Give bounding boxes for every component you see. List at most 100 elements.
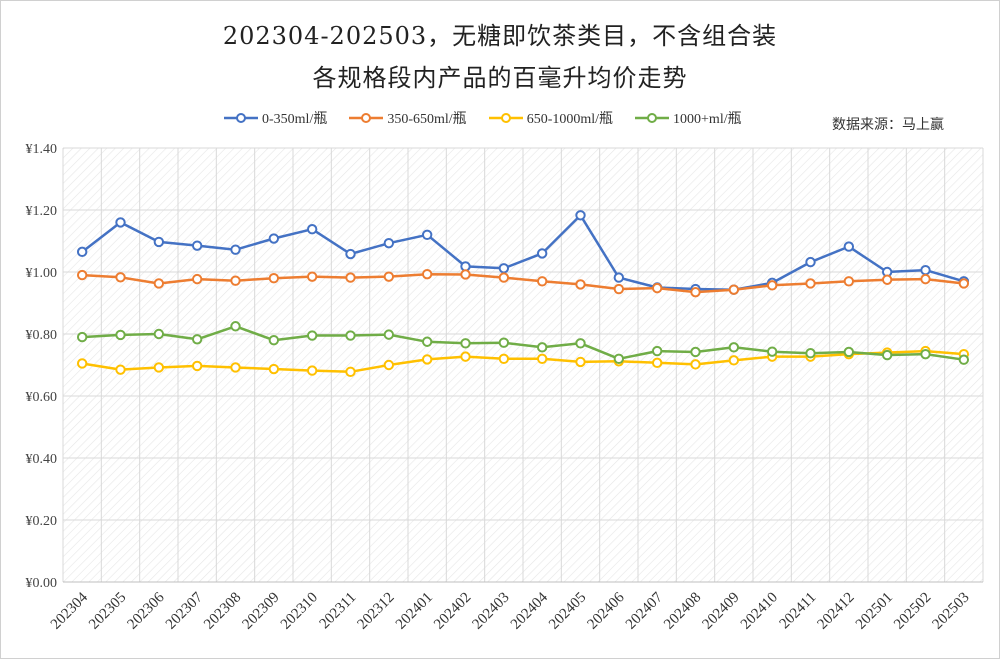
data-point bbox=[536, 276, 548, 287]
data-point bbox=[115, 364, 126, 375]
legend-label-series-1: 350-650ml/瓶 bbox=[387, 112, 467, 127]
legend-label-series-0: 0-350ml/瓶 bbox=[262, 112, 328, 127]
data-point bbox=[613, 272, 625, 283]
data-point bbox=[766, 346, 778, 357]
y-tick-label: ¥1.20 bbox=[26, 204, 58, 219]
data-point bbox=[76, 269, 88, 281]
x-tick-label: 202308 bbox=[201, 590, 244, 633]
data-point bbox=[230, 321, 241, 332]
x-tick-label: 202407 bbox=[623, 589, 666, 632]
x-tick-label: 202309 bbox=[240, 590, 283, 633]
x-tick-label: 202409 bbox=[700, 590, 743, 633]
data-point bbox=[460, 269, 471, 280]
legend: 0-350ml/瓶 350-650ml/瓶 650-1000ml/瓶 1000+… bbox=[224, 108, 742, 128]
data-point bbox=[575, 356, 586, 368]
data-point bbox=[498, 353, 510, 364]
x-tick-label: 202502 bbox=[891, 590, 934, 633]
data-point bbox=[613, 353, 625, 364]
data-point bbox=[421, 229, 433, 241]
x-tick-label: 202501 bbox=[853, 590, 896, 633]
x-tick-label: 202306 bbox=[125, 589, 168, 632]
legend-item-series-1: 350-650ml/瓶 bbox=[349, 108, 467, 128]
legend-label-series-3: 1000+ml/瓶 bbox=[673, 112, 742, 127]
data-point bbox=[651, 357, 663, 369]
data-point bbox=[268, 233, 280, 244]
legend-swatch-series-0 bbox=[224, 113, 258, 123]
data-point bbox=[191, 360, 203, 372]
x-tick-label: 202403 bbox=[470, 590, 513, 633]
data-point bbox=[920, 273, 931, 285]
chart-title-line2: 各规格段内产品的百毫升均价走势 bbox=[312, 64, 688, 92]
data-point bbox=[575, 338, 586, 349]
series-line bbox=[82, 349, 964, 374]
legend-swatch-series-3 bbox=[635, 113, 670, 123]
data-point bbox=[230, 275, 241, 286]
data-point bbox=[728, 284, 740, 295]
y-tick-label: ¥0.20 bbox=[26, 514, 58, 529]
data-source-note: 数据来源：马上赢 bbox=[832, 117, 944, 133]
data-point bbox=[268, 273, 280, 284]
data-point bbox=[421, 268, 433, 280]
x-axis: 2023042023052023062023072023082023092023… bbox=[48, 581, 983, 633]
legend-swatch-series-1 bbox=[349, 113, 384, 123]
data-point bbox=[115, 217, 126, 228]
data-point bbox=[920, 264, 931, 276]
data-point bbox=[805, 278, 816, 289]
data-point bbox=[306, 224, 318, 235]
data-point bbox=[613, 283, 625, 295]
data-point bbox=[690, 286, 701, 298]
x-tick-label: 202412 bbox=[815, 590, 858, 633]
x-tick-label: 202408 bbox=[661, 590, 704, 633]
y-tick-label: ¥0.80 bbox=[26, 328, 58, 343]
data-point bbox=[191, 273, 203, 285]
data-point bbox=[728, 342, 740, 353]
data-point bbox=[421, 336, 433, 347]
data-point bbox=[76, 246, 88, 258]
data-point bbox=[843, 346, 855, 358]
x-tick-label: 202305 bbox=[86, 590, 129, 633]
y-tick-label: ¥0.60 bbox=[26, 390, 58, 405]
data-point bbox=[536, 342, 548, 353]
data-point bbox=[498, 272, 510, 283]
data-point bbox=[383, 359, 395, 371]
data-point bbox=[383, 237, 395, 249]
x-tick-label: 202402 bbox=[431, 590, 474, 633]
data-point bbox=[958, 354, 970, 365]
data-point bbox=[306, 365, 318, 376]
data-point bbox=[115, 272, 126, 283]
y-tick-label: ¥1.40 bbox=[26, 142, 58, 157]
data-point bbox=[575, 210, 586, 221]
data-point bbox=[651, 345, 663, 357]
data-point bbox=[306, 271, 318, 282]
x-tick-label: 202304 bbox=[48, 589, 91, 632]
legend-label-series-2: 650-1000ml/瓶 bbox=[526, 112, 614, 127]
data-point bbox=[766, 280, 778, 291]
data-point bbox=[498, 337, 510, 348]
data-point bbox=[690, 359, 701, 370]
data-point bbox=[153, 362, 165, 373]
legend-swatch-series-2 bbox=[488, 113, 523, 123]
x-tick-label: 202312 bbox=[355, 590, 398, 633]
data-point bbox=[843, 276, 855, 287]
data-point bbox=[230, 362, 241, 373]
data-point bbox=[153, 328, 165, 340]
data-point bbox=[805, 256, 816, 268]
data-point bbox=[575, 279, 586, 290]
y-tick-label: ¥1.00 bbox=[26, 266, 58, 281]
series-3 bbox=[76, 321, 970, 365]
data-point bbox=[498, 263, 510, 274]
y-axis: ¥0.00 ¥0.20 ¥0.40 ¥0.60 ¥0.80 ¥1.00 ¥1.20 ¥1.40 bbox=[26, 142, 58, 591]
y-tick-label: ¥0.00 bbox=[26, 576, 58, 591]
data-point bbox=[191, 334, 203, 345]
legend-item-series-2: 650-1000ml/瓶 bbox=[488, 108, 614, 128]
data-point bbox=[153, 236, 165, 248]
data-point bbox=[268, 363, 280, 375]
x-tick-label: 202310 bbox=[278, 590, 321, 633]
data-point bbox=[115, 329, 126, 341]
x-tick-label: 202404 bbox=[508, 589, 551, 632]
x-tick-label: 202410 bbox=[738, 590, 781, 633]
data-point bbox=[191, 240, 203, 251]
data-point bbox=[345, 366, 356, 378]
legend-item-series-3: 1000+ml/瓶 bbox=[635, 108, 742, 128]
